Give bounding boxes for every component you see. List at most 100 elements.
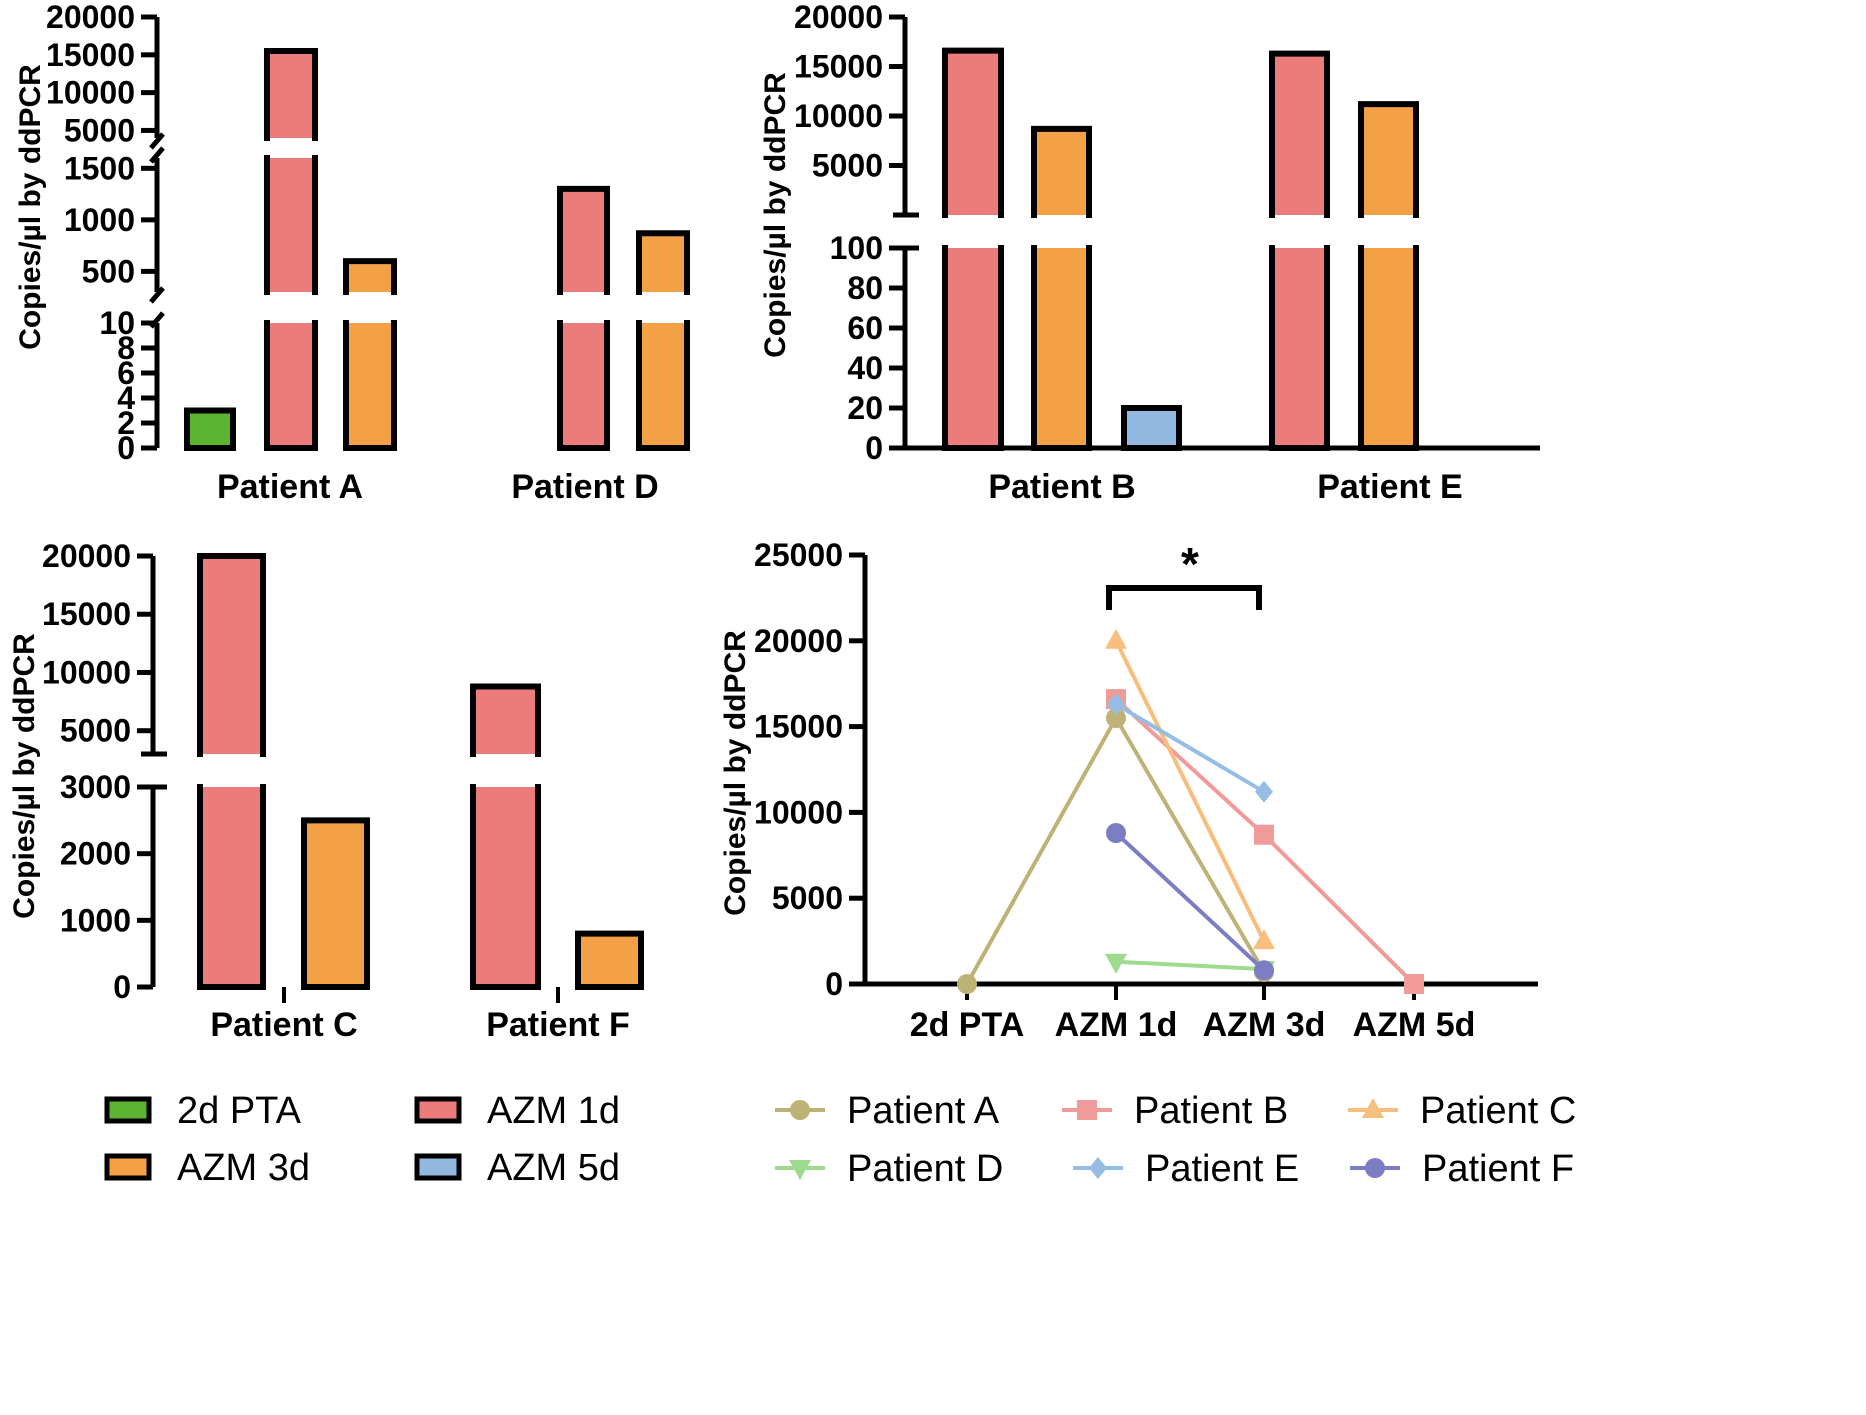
y-tick-label: 20000 xyxy=(46,0,135,35)
x-tick-label: AZM 5d xyxy=(1353,1006,1476,1044)
bar-patient-a-azm-1d xyxy=(267,323,315,448)
y-tick-label: 10000 xyxy=(794,98,883,134)
legend-marker-patient-f xyxy=(1365,1158,1385,1178)
chart-patients-b-e: 0 20 40 60 80 100 5000 10000 15000 20000 Patient B… xyxy=(759,0,1540,506)
x-category-label: Patient E xyxy=(1317,468,1462,506)
chart-patients-c-f: 0 1000 2000 3000 5000 10000 15000 20000 Patient … xyxy=(8,538,644,1044)
y-tick-label: 5000 xyxy=(772,880,843,916)
y-tick-label: 5000 xyxy=(64,112,135,148)
axis-break-mark xyxy=(149,311,165,329)
bar-patient-e-azm-3d-outline xyxy=(1358,245,1419,451)
bar-patient-a-azm-1d xyxy=(267,51,315,138)
y-axis-label: Copies/µl by ddPCR xyxy=(14,64,47,350)
y-tick-label: 10000 xyxy=(46,75,135,111)
significance-bracket xyxy=(1106,585,1262,610)
y-tick-label: 1500 xyxy=(64,150,135,186)
point-patient-d xyxy=(1105,953,1127,974)
legend-label-patient-c: Patient C xyxy=(1420,1090,1576,1132)
y-tick-label: 20000 xyxy=(42,538,131,574)
y-tick-label: 15000 xyxy=(794,49,883,85)
y-tick-label: 4 xyxy=(117,380,135,416)
series-line-patient-c xyxy=(1114,639,1266,942)
bar-legend: 2d PTA AZM 1d AZM 3d AZM 5d xyxy=(104,1090,620,1189)
bar-patient-e-azm-3d-outline xyxy=(1358,101,1419,218)
y-axis-label: Copies/µl by ddPCR xyxy=(759,72,792,358)
y-tick-label: 15000 xyxy=(754,709,843,745)
bar-patient-b-azm-3d xyxy=(1034,128,1089,215)
point-patient-e xyxy=(1107,693,1125,716)
bar-patient-d-azm-1d-outline xyxy=(557,185,610,295)
y-tick-label: 100 xyxy=(830,230,883,266)
point-patient-f xyxy=(1106,822,1126,843)
bar-patient-b-azm-3d-outline xyxy=(1031,245,1092,451)
legend-marker-patient-a xyxy=(790,1100,810,1120)
point-patient-e xyxy=(1255,780,1273,803)
y-tick-label: 1000 xyxy=(60,902,131,938)
bar-patient-b-azm-1d xyxy=(945,50,1001,215)
y-tick-label: 3000 xyxy=(60,769,131,805)
line-legend: Patient A Patient B Patient C Patient D Pati… xyxy=(775,1090,1576,1190)
bar-patient-e-azm-1d-outline xyxy=(1269,50,1330,218)
x-category-label: Patient C xyxy=(210,1006,357,1044)
bar-patient-c-azm-1d xyxy=(200,556,263,754)
bar-patient-a-2d-pta-outline xyxy=(184,407,236,451)
y-tick-label: 15000 xyxy=(46,37,135,73)
significance-star: * xyxy=(1181,538,1199,590)
x-tick-label: AZM 1d xyxy=(1055,1006,1178,1044)
point-patient-a xyxy=(957,974,977,994)
y-tick-label: 20 xyxy=(847,390,883,426)
bar-patient-d-azm-3d-outline xyxy=(636,230,690,295)
series-line-patient-e xyxy=(1114,702,1266,794)
x-tick-label: AZM 3d xyxy=(1203,1006,1326,1044)
bar-patient-c-azm-1d-outline xyxy=(197,784,266,990)
legend-label-patient-d: Patient D xyxy=(847,1148,1003,1190)
bar-patient-a-azm-1d-outline xyxy=(264,320,318,451)
y-tick-label: 5000 xyxy=(812,148,883,184)
y-tick-label: 2000 xyxy=(60,836,131,872)
legend-label-patient-e: Patient E xyxy=(1145,1148,1299,1190)
y-tick-label: 500 xyxy=(82,253,135,289)
y-tick-label: 60 xyxy=(847,310,883,346)
legend-swatch-azm-5d xyxy=(414,1153,462,1181)
y-axis-label: Copies/µl by ddPCR xyxy=(8,633,41,919)
y-tick-label: 10000 xyxy=(42,654,131,690)
bar-patient-f-azm-1d xyxy=(473,686,538,754)
bar-patient-f-azm-1d-outline xyxy=(470,683,541,757)
y-tick-label: 0 xyxy=(117,430,135,466)
bar-patient-e-azm-1d-outline xyxy=(1269,245,1330,451)
bar-patient-e-azm-1d xyxy=(1272,248,1327,448)
series-line-patient-d xyxy=(1115,959,1265,972)
legend-label-patient-a: Patient A xyxy=(847,1090,1000,1132)
bar-patient-b-azm-1d xyxy=(945,248,1001,448)
legend-marker-patient-c xyxy=(1362,1098,1384,1118)
bar-patient-e-azm-1d xyxy=(1272,53,1327,215)
point-patient-c xyxy=(1253,929,1275,950)
series-line-patient-f xyxy=(1114,831,1266,972)
axis-break-mark xyxy=(149,132,165,150)
legend-label-2d-pta: 2d PTA xyxy=(177,1090,302,1132)
bar-patient-a-azm-1d xyxy=(267,158,315,292)
legend-label-azm-1d: AZM 1d xyxy=(487,1090,620,1132)
y-tick-label: 15000 xyxy=(42,596,131,632)
axis-break-mark xyxy=(149,286,165,304)
y-tick-label: 40 xyxy=(847,350,883,386)
point-patient-c xyxy=(1105,628,1127,649)
legend-label-patient-b: Patient B xyxy=(1134,1090,1288,1132)
bar-patient-f-azm-3d xyxy=(578,933,641,987)
legend-label-azm-3d: AZM 3d xyxy=(177,1147,310,1189)
x-category-label: Patient F xyxy=(486,1006,630,1044)
bar-patient-a-azm-1d-outline xyxy=(264,48,318,141)
bar-patient-f-azm-1d-outline xyxy=(470,784,541,990)
bar-patient-f-azm-1d xyxy=(473,787,538,987)
legend-marker-patient-e xyxy=(1089,1157,1107,1179)
bar-patient-d-azm-1d xyxy=(560,323,607,448)
y-tick-label: 1000 xyxy=(64,202,135,238)
y-tick-label: 2 xyxy=(117,405,135,441)
y-tick-label: 25000 xyxy=(754,537,843,573)
legend-label-patient-f: Patient F xyxy=(1422,1148,1574,1190)
bar-patient-c-azm-3d-outline xyxy=(301,817,370,990)
bar-patient-e-azm-3d xyxy=(1361,248,1416,448)
legend-marker-patient-d xyxy=(789,1160,811,1180)
